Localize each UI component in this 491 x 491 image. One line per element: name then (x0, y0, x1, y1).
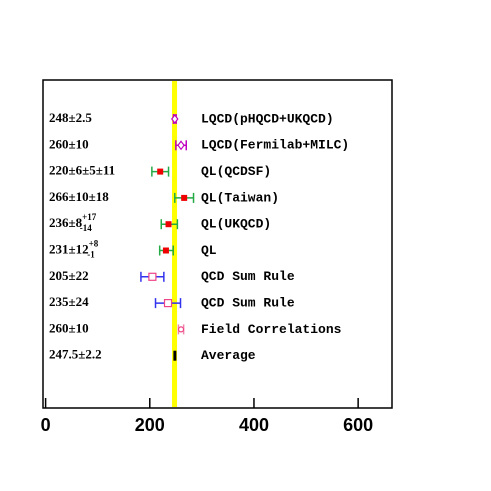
value-label-sup: +8 (89, 239, 99, 249)
row-name: Average (201, 348, 256, 363)
row-name: QL(UKQCD) (201, 217, 271, 232)
row-name: LQCD(pHQCD+UKQCD) (201, 111, 334, 126)
marker (163, 299, 173, 308)
average-mark (173, 350, 177, 361)
value-label-sub: -14 (80, 223, 92, 233)
value-label-sub: -1 (87, 250, 95, 260)
x-tick-label: 400 (239, 415, 269, 435)
row-name: QCD Sum Rule (201, 296, 295, 311)
row-name: Field Correlations (201, 322, 342, 337)
value-label: 248±2.5 (49, 110, 92, 125)
x-tick-label: 0 (41, 415, 51, 435)
row-name: QL(QCDSF) (201, 164, 271, 179)
row-name: QL (201, 243, 217, 258)
value-label: 247.5±2.2 (49, 347, 102, 362)
value-label-main: 231±12 (49, 241, 89, 256)
value-label-main: 205±22 (49, 268, 89, 283)
value-label-main: 248±2.5 (49, 110, 92, 125)
value-label-main: 266±10±18 (49, 189, 109, 204)
plot-frame (42, 79, 393, 409)
value-label: 260±10 (49, 136, 89, 151)
marker (157, 168, 164, 175)
row-name: QL(Taiwan) (201, 190, 279, 205)
value-label: 231±12+8 -1 (49, 239, 99, 260)
x-tick-label: 200 (135, 415, 165, 435)
marker (181, 194, 188, 201)
marker (162, 247, 169, 254)
value-label: 220±6±5±11 (49, 163, 115, 178)
value-label: 236±8+17 -14 (49, 212, 97, 233)
value-label-main: 236±8 (49, 215, 83, 230)
row-name: LQCD(Fermilab+MILC) (201, 138, 349, 153)
value-label-main: 260±10 (49, 136, 89, 151)
marker (148, 272, 157, 281)
value-label: 260±10 (49, 320, 89, 335)
value-label: 205±22 (49, 268, 89, 283)
value-label-main: 260±10 (49, 320, 89, 335)
value-label-main: 247.5±2.2 (49, 347, 102, 362)
value-label-sup: +17 (82, 212, 97, 222)
row-name: QCD Sum Rule (201, 269, 295, 284)
x-tick-label: 600 (343, 415, 373, 435)
value-label-main: 235±24 (49, 294, 89, 309)
marker (177, 140, 185, 151)
marker (171, 114, 179, 124)
value-label: 235±24 (49, 294, 89, 309)
value-label-main: 220±6±5±11 (49, 163, 115, 178)
value-label: 266±10±18 (49, 189, 109, 204)
marker (165, 221, 172, 228)
marker (177, 326, 185, 333)
